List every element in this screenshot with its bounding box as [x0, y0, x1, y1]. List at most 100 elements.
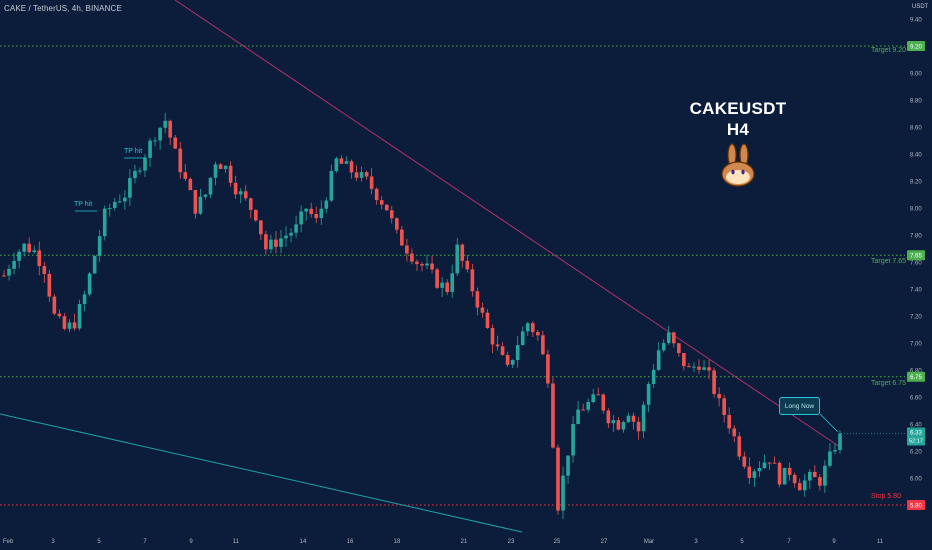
- candle-body: [138, 170, 142, 172]
- candle-body: [27, 243, 31, 253]
- chart-marks: 6.33 52:17: [75, 157, 925, 446]
- candle-body: [500, 346, 505, 355]
- heading-pair: CAKEUSDT: [689, 99, 787, 118]
- y-tick-label: 7.00: [910, 342, 922, 348]
- x-tick-label: 3: [51, 539, 55, 545]
- candle-body: [651, 369, 656, 384]
- candle-body: [168, 120, 173, 138]
- candle-body: [359, 172, 364, 178]
- currency-label: USDT: [912, 4, 929, 10]
- candle-body: [334, 158, 339, 172]
- candle-body: [772, 462, 777, 464]
- candle-body: [460, 244, 465, 261]
- candle-body: [329, 171, 334, 201]
- candle-body: [349, 161, 354, 173]
- candle-body: [87, 273, 92, 295]
- candle-body: [515, 345, 520, 360]
- y-tick-label: 9.40: [910, 18, 922, 24]
- candle-body: [480, 307, 485, 313]
- candle-body: [32, 250, 37, 253]
- candle-body: [269, 239, 273, 250]
- y-tick-label: 8.20: [910, 180, 922, 186]
- target-765-label: Target 7.65: [871, 258, 907, 265]
- y-tick-label: 6.60: [910, 396, 922, 402]
- x-tick-label: 27: [601, 539, 608, 545]
- candle-body: [727, 415, 732, 429]
- candle-body: [133, 170, 137, 179]
- x-tick-label: 11: [233, 539, 240, 545]
- tp-hit-label-1: TP hit: [74, 201, 93, 208]
- candle-body: [294, 224, 298, 233]
- candle-body: [319, 208, 324, 219]
- candle-body: [22, 243, 26, 252]
- candle-body: [465, 260, 470, 270]
- candle-body: [354, 172, 359, 178]
- candle-body: [425, 263, 429, 266]
- candle-body: [12, 260, 16, 269]
- candle-body: [611, 420, 616, 424]
- candle-body: [546, 354, 550, 384]
- candle-body: [364, 172, 369, 177]
- downtrend-line: [174, 0, 841, 448]
- candle-body: [97, 236, 102, 256]
- candle-body: [223, 165, 228, 170]
- x-tick-label: 14: [300, 539, 307, 545]
- candle-body: [536, 332, 540, 336]
- x-tick-label: 5: [740, 539, 744, 545]
- pancake-bunny-icon: [721, 143, 755, 187]
- y-tick-label: 6.00: [910, 477, 922, 483]
- candle-body: [284, 235, 288, 239]
- candle-body: [571, 424, 575, 456]
- candle-body: [400, 229, 404, 246]
- candle-body: [485, 312, 490, 329]
- candle-body: [415, 261, 419, 265]
- candle-body: [264, 234, 268, 250]
- candle-body: [813, 471, 817, 478]
- candle-body: [173, 137, 178, 149]
- candle-body: [62, 316, 67, 329]
- candle-body: [384, 204, 389, 211]
- candle-body: [279, 238, 283, 247]
- candle-body: [828, 451, 832, 466]
- candle-body: [203, 194, 208, 197]
- candle-body: [163, 120, 167, 128]
- x-tick-label: 7: [787, 539, 791, 545]
- x-tick-label: 9: [832, 539, 836, 545]
- candle-body: [47, 273, 52, 297]
- candle-body: [420, 264, 424, 266]
- candle-body: [243, 191, 248, 199]
- y-tick-label: 8.60: [910, 126, 922, 132]
- candle-body: [641, 404, 646, 432]
- x-tick-label: 11: [877, 539, 884, 545]
- candle-body: [314, 214, 319, 219]
- level-tag-label: 5.80: [910, 503, 922, 509]
- x-tick-label: 25: [554, 539, 561, 545]
- x-axis: Feb 3 5 7 9 11 14 16 18 21 23 25 27 Mar 3 5 7 9 11: [3, 539, 884, 545]
- candle-body: [102, 208, 107, 237]
- candle-body: [702, 367, 706, 370]
- candle-body: [158, 127, 162, 141]
- candle-body: [67, 322, 72, 329]
- candle-body: [576, 409, 580, 425]
- stop-580-label: Stop 5.80: [871, 493, 901, 500]
- candle-body: [148, 140, 152, 158]
- candle-body: [561, 475, 565, 511]
- candle-body: [344, 161, 349, 164]
- candle-body: [198, 196, 203, 214]
- candle-body: [118, 201, 122, 203]
- candle-body: [374, 188, 379, 201]
- candle-body: [525, 323, 530, 332]
- candle-body: [435, 269, 439, 288]
- current-price-value: 6.33: [910, 430, 922, 436]
- candle-body: [757, 468, 762, 472]
- y-tick-label: 9.00: [910, 72, 922, 78]
- candle-body: [692, 366, 696, 368]
- candle-body: [777, 462, 782, 485]
- candle-body: [505, 354, 510, 365]
- y-tick-label: 7.80: [910, 234, 922, 240]
- x-tick-label: 16: [347, 539, 354, 545]
- y-tick-label: 7.20: [910, 315, 922, 321]
- candle-body: [762, 462, 767, 469]
- candle-body: [823, 465, 827, 486]
